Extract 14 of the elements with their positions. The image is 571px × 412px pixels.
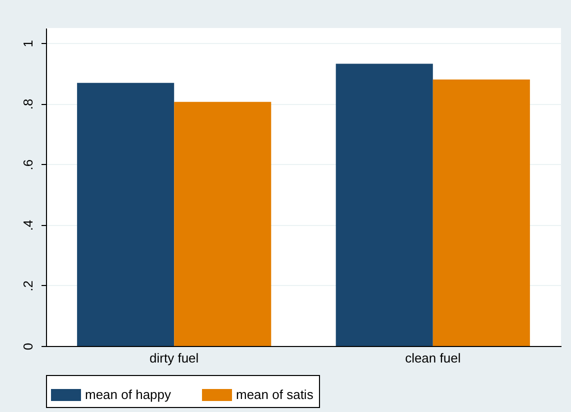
legend-label: mean of happy	[85, 387, 172, 402]
x-tick-label: clean fuel	[405, 350, 461, 366]
bar	[336, 64, 433, 346]
y-tick-label: .6	[20, 159, 36, 170]
bar	[77, 82, 174, 346]
y-tick-label: .8	[20, 98, 36, 110]
bar	[174, 102, 272, 346]
y-tick-label: 1	[20, 40, 36, 48]
y-tick-label: 0	[20, 342, 36, 350]
legend-label: mean of satis	[236, 387, 314, 402]
x-tick-label: dirty fuel	[150, 350, 199, 366]
bar	[432, 79, 530, 346]
y-tick-label: .4	[20, 220, 36, 231]
y-tick-label: .2	[20, 280, 36, 292]
